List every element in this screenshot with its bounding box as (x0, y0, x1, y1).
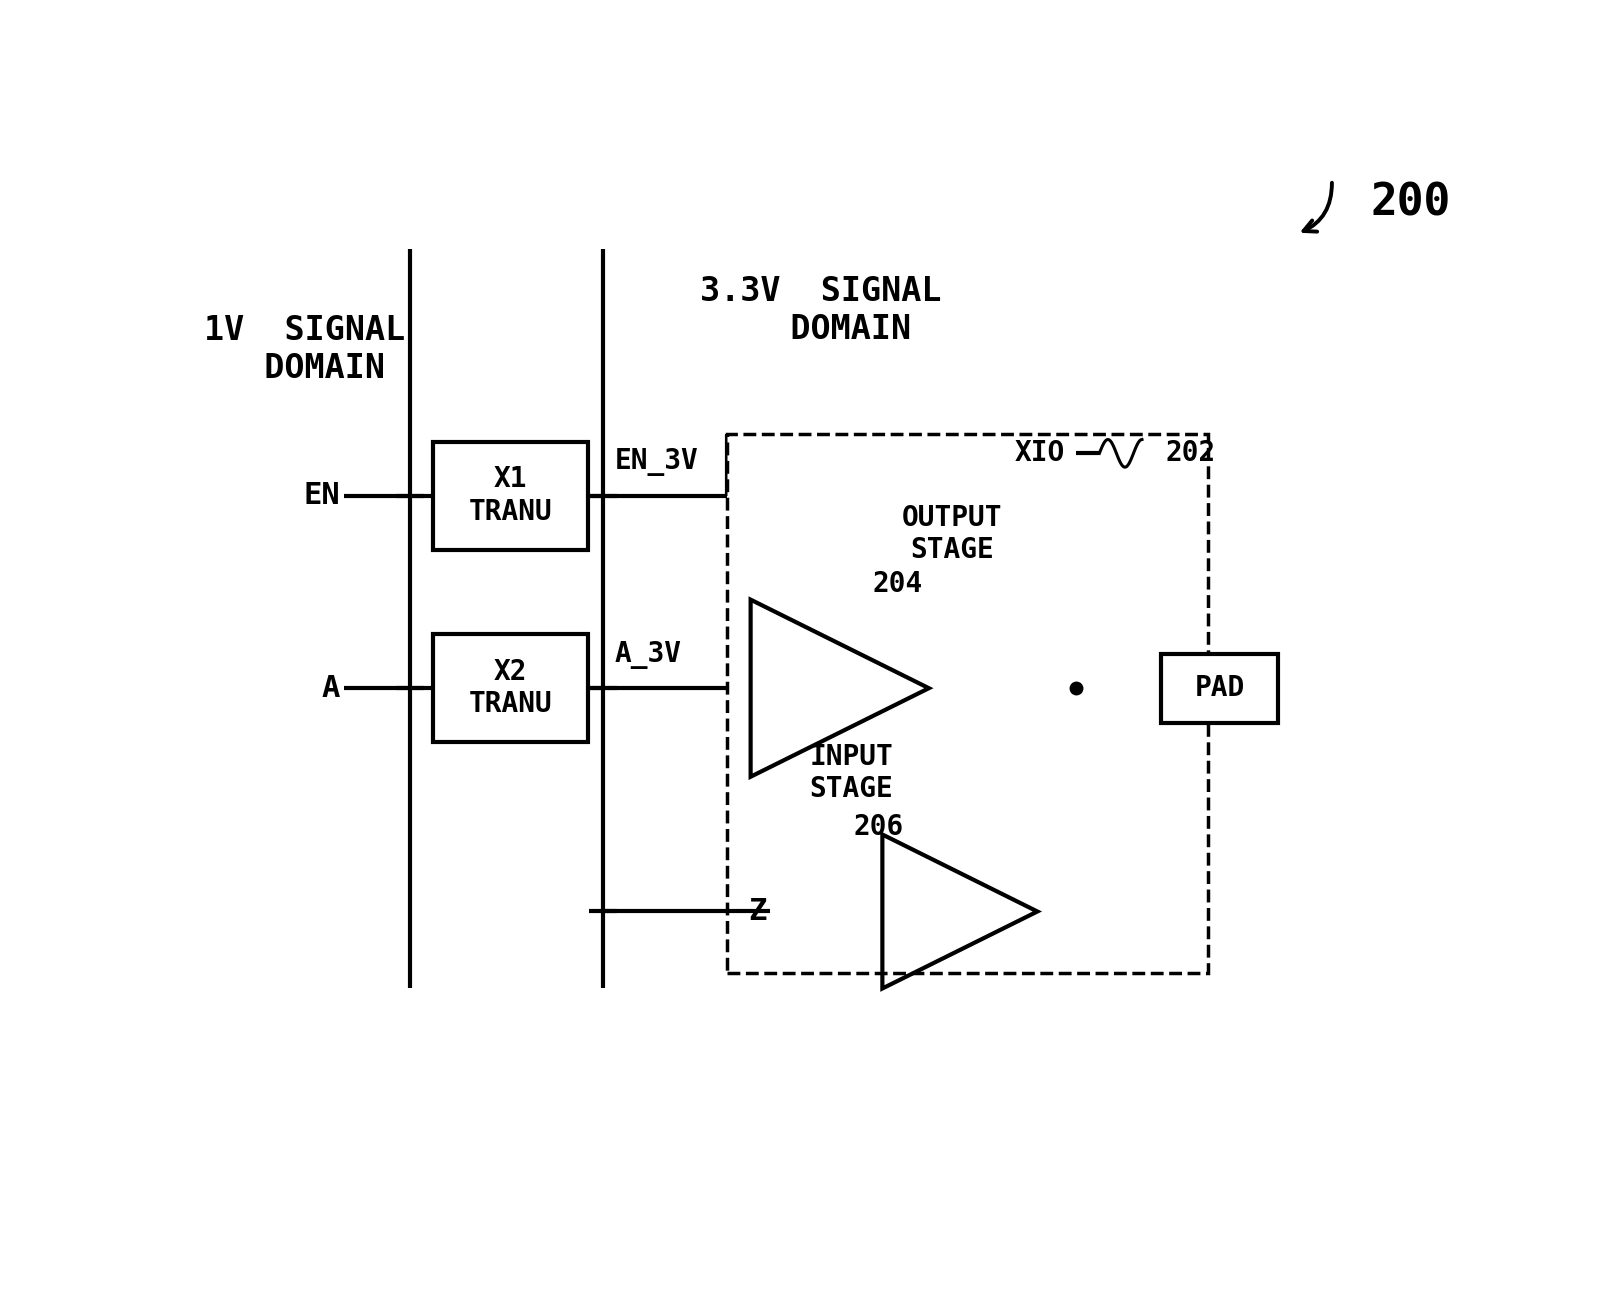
Bar (433, 635, 588, 742)
Text: EN_3V: EN_3V (616, 449, 699, 476)
Bar (728, 435, 1209, 973)
Text: EN: EN (303, 481, 340, 510)
Text: A: A (322, 674, 340, 703)
Text: XIO: XIO (1015, 440, 1064, 467)
Text: 3.3V  SIGNAL
   DOMAIN: 3.3V SIGNAL DOMAIN (699, 276, 941, 346)
Bar (433, 442, 588, 549)
Text: 1V  SIGNAL
  DOMAIN: 1V SIGNAL DOMAIN (204, 314, 406, 385)
Text: 200: 200 (1371, 182, 1451, 225)
Bar (1162, 653, 1278, 723)
FancyArrowPatch shape (885, 589, 901, 610)
Text: X2
TRANU: X2 TRANU (468, 658, 553, 718)
Text: PAD: PAD (1194, 674, 1244, 703)
Text: X1
TRANU: X1 TRANU (468, 466, 553, 526)
Text: 202: 202 (1165, 440, 1215, 467)
FancyArrowPatch shape (874, 831, 886, 852)
FancyArrowPatch shape (1303, 182, 1332, 232)
Text: OUTPUT
STAGE: OUTPUT STAGE (902, 503, 1002, 565)
Text: A_3V: A_3V (616, 641, 681, 669)
Text: INPUT
STAGE: INPUT STAGE (810, 743, 893, 803)
Text: 204: 204 (872, 570, 923, 598)
Text: 206: 206 (853, 813, 904, 840)
Text: Z: Z (747, 896, 766, 926)
